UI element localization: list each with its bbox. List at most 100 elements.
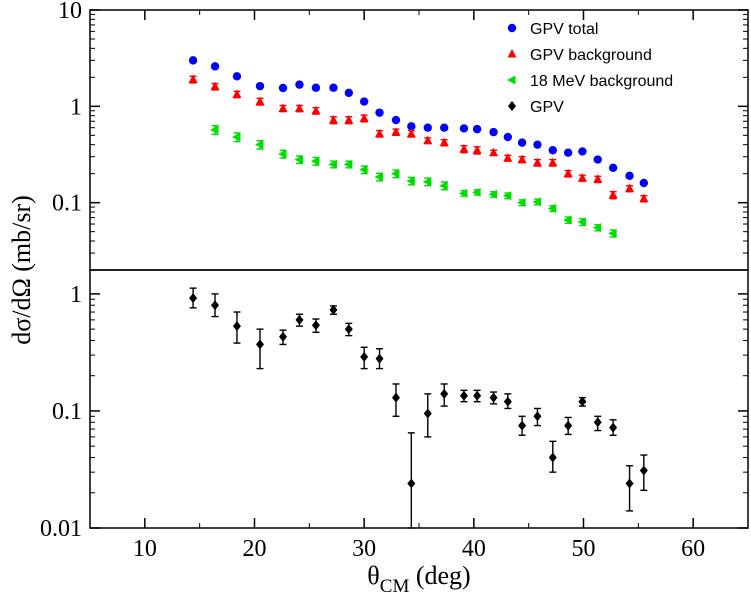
data-point (343, 159, 353, 169)
data-point (533, 140, 542, 149)
data-point (564, 420, 573, 431)
data-point (532, 197, 541, 207)
data-point (625, 171, 634, 181)
data-point (639, 465, 648, 476)
panel-bottom: 1 0.1 0.01 (40, 269, 749, 542)
x-axis: 10 20 30 40 50 60 θCM (deg) (89, 10, 749, 594)
data-point (563, 148, 573, 157)
data-point (577, 173, 587, 182)
legend-item: 18 MeV background (507, 73, 673, 90)
data-point (311, 105, 321, 115)
data-point (255, 81, 265, 91)
data-point (472, 124, 482, 134)
x-axis-title-unit: (deg) (409, 561, 470, 590)
data-point (329, 83, 338, 92)
data-point (547, 203, 557, 213)
data-point (344, 88, 354, 98)
data-point (406, 128, 416, 138)
legend: GPV total GPV background 18 MeV background… (507, 21, 673, 116)
data-point (189, 293, 198, 304)
data-point (489, 147, 499, 157)
data-point (391, 115, 401, 125)
data-point (375, 353, 384, 364)
data-point (232, 72, 242, 81)
data-point (188, 74, 198, 83)
legend-item: GPV total (507, 21, 598, 38)
series-gpv-total (188, 56, 649, 188)
data-point (608, 163, 618, 173)
data-point (639, 178, 649, 188)
data-point (310, 156, 320, 166)
data-point (517, 154, 527, 164)
panel-top: 10 1 0.1 (52, 0, 749, 271)
data-point (563, 215, 572, 225)
data-point (459, 144, 469, 153)
data-point (232, 321, 241, 332)
x-axis-title: θCM (deg) (367, 561, 470, 594)
data-point (360, 351, 369, 362)
data-point (518, 420, 527, 431)
data-point (472, 145, 482, 154)
legend-marker (508, 101, 516, 111)
data-point (390, 169, 400, 179)
data-point (548, 452, 557, 463)
data-point (329, 304, 338, 315)
data-point (563, 168, 573, 178)
data-point (489, 127, 498, 137)
data-point (502, 191, 512, 201)
y-tick-label: 10 (58, 0, 82, 24)
x-tick-label: 10 (133, 536, 157, 562)
data-point (422, 177, 432, 187)
legend-marker (507, 75, 516, 85)
data-point (608, 228, 617, 238)
data-point (406, 176, 415, 186)
data-point (344, 324, 353, 335)
data-point (211, 300, 220, 311)
data-point (391, 392, 400, 403)
y-tick-label: 0.1 (52, 191, 82, 217)
data-point (625, 478, 634, 489)
data-point (473, 390, 482, 401)
data-point (533, 411, 542, 422)
data-point (295, 314, 304, 325)
data-point (359, 113, 369, 122)
data-point (625, 183, 635, 193)
data-point (517, 138, 527, 147)
y-axis-title-group: dσ/dΩ (mb/sr) (7, 195, 36, 345)
data-point (294, 155, 303, 165)
data-point (278, 103, 288, 112)
legend-label: GPV total (530, 21, 598, 38)
data-point (359, 97, 369, 106)
data-point (423, 135, 433, 145)
y-axis-title: dσ/dΩ (mb/sr) (7, 195, 36, 345)
data-point (439, 181, 448, 191)
data-point (503, 396, 512, 407)
legend-label: GPV background (530, 47, 652, 64)
data-point (210, 81, 220, 91)
data-point (311, 83, 321, 92)
data-point (503, 153, 513, 162)
data-point (503, 132, 513, 142)
data-point (609, 422, 618, 433)
data-point (577, 217, 586, 227)
x-tick-label: 50 (572, 536, 596, 562)
data-point (440, 388, 449, 399)
data-point (407, 122, 416, 131)
data-point (255, 339, 264, 350)
data-point (232, 89, 242, 98)
data-point (374, 172, 384, 182)
data-point (278, 149, 287, 159)
data-point (440, 123, 449, 132)
y-tick-label: 1 (70, 94, 82, 120)
data-point (231, 132, 241, 142)
data-point (593, 155, 602, 164)
data-point (295, 80, 304, 89)
data-point (578, 396, 587, 407)
data-point (472, 187, 481, 197)
data-point (593, 174, 603, 183)
data-point (459, 390, 468, 401)
data-point (210, 125, 219, 135)
panel-frame (89, 269, 749, 529)
data-point (532, 157, 542, 167)
